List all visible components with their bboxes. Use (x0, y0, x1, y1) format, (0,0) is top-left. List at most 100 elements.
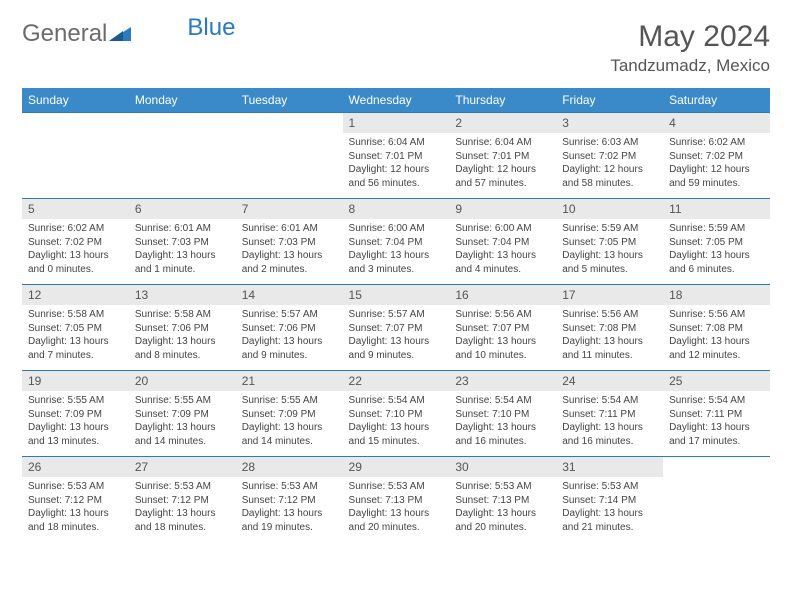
sunset-text: Sunset: 7:13 PM (349, 494, 444, 508)
col-sunday: Sunday (22, 88, 129, 113)
sunset-text: Sunset: 7:09 PM (242, 408, 337, 422)
col-wednesday: Wednesday (343, 88, 450, 113)
daylight-text-2: and 7 minutes. (28, 349, 123, 363)
sunrise-text: Sunrise: 6:04 AM (455, 136, 550, 150)
sunrise-text: Sunrise: 6:03 AM (562, 136, 657, 150)
day-number-cell: 12 (22, 285, 129, 306)
sunset-text: Sunset: 7:12 PM (28, 494, 123, 508)
daylight-text-2: and 2 minutes. (242, 263, 337, 277)
daylight-text-2: and 20 minutes. (455, 521, 550, 535)
sunset-text: Sunset: 7:13 PM (455, 494, 550, 508)
daylight-text-2: and 14 minutes. (242, 435, 337, 449)
daylight-text-1: Daylight: 13 hours (242, 249, 337, 263)
daylight-text-2: and 13 minutes. (28, 435, 123, 449)
sunset-text: Sunset: 7:03 PM (242, 236, 337, 250)
day-detail-cell (663, 477, 770, 542)
sunrise-text: Sunrise: 6:02 AM (28, 222, 123, 236)
day-detail-cell: Sunrise: 6:00 AMSunset: 7:04 PMDaylight:… (449, 219, 556, 285)
daylight-text-1: Daylight: 13 hours (28, 249, 123, 263)
sunrise-text: Sunrise: 5:56 AM (669, 308, 764, 322)
daylight-text-2: and 9 minutes. (242, 349, 337, 363)
sunset-text: Sunset: 7:12 PM (135, 494, 230, 508)
sunrise-text: Sunrise: 5:54 AM (349, 394, 444, 408)
day-number-cell (663, 457, 770, 478)
day-number-cell: 24 (556, 371, 663, 392)
daylight-text-2: and 9 minutes. (349, 349, 444, 363)
day-number-cell: 25 (663, 371, 770, 392)
day-detail-row: Sunrise: 6:04 AMSunset: 7:01 PMDaylight:… (22, 133, 770, 199)
daylight-text-2: and 6 minutes. (669, 263, 764, 277)
daylight-text-1: Daylight: 13 hours (455, 421, 550, 435)
sunset-text: Sunset: 7:05 PM (28, 322, 123, 336)
daylight-text-2: and 19 minutes. (242, 521, 337, 535)
sunset-text: Sunset: 7:10 PM (349, 408, 444, 422)
day-detail-row: Sunrise: 5:55 AMSunset: 7:09 PMDaylight:… (22, 391, 770, 457)
sunrise-text: Sunrise: 5:53 AM (242, 480, 337, 494)
sunset-text: Sunset: 7:09 PM (28, 408, 123, 422)
daylight-text-1: Daylight: 13 hours (562, 335, 657, 349)
sunrise-text: Sunrise: 5:57 AM (242, 308, 337, 322)
day-detail-cell: Sunrise: 5:58 AMSunset: 7:05 PMDaylight:… (22, 305, 129, 371)
day-detail-cell: Sunrise: 6:00 AMSunset: 7:04 PMDaylight:… (343, 219, 450, 285)
day-number-cell: 6 (129, 199, 236, 220)
day-number-cell: 8 (343, 199, 450, 220)
daylight-text-1: Daylight: 13 hours (669, 335, 764, 349)
day-number-cell (129, 113, 236, 134)
daylight-text-2: and 1 minute. (135, 263, 230, 277)
daylight-text-2: and 5 minutes. (562, 263, 657, 277)
day-number-cell: 31 (556, 457, 663, 478)
daylight-text-1: Daylight: 13 hours (28, 335, 123, 349)
daylight-text-1: Daylight: 13 hours (349, 507, 444, 521)
sunset-text: Sunset: 7:07 PM (349, 322, 444, 336)
daylight-text-1: Daylight: 13 hours (349, 249, 444, 263)
logo-text-2: Blue (187, 14, 235, 42)
daylight-text-1: Daylight: 13 hours (242, 421, 337, 435)
daylight-text-1: Daylight: 13 hours (562, 249, 657, 263)
day-detail-cell (22, 133, 129, 199)
col-tuesday: Tuesday (236, 88, 343, 113)
day-detail-cell: Sunrise: 5:53 AMSunset: 7:14 PMDaylight:… (556, 477, 663, 542)
sunrise-text: Sunrise: 5:58 AM (28, 308, 123, 322)
daylight-text-1: Daylight: 12 hours (669, 163, 764, 177)
daylight-text-1: Daylight: 12 hours (349, 163, 444, 177)
day-detail-cell: Sunrise: 5:58 AMSunset: 7:06 PMDaylight:… (129, 305, 236, 371)
day-detail-cell: Sunrise: 5:54 AMSunset: 7:11 PMDaylight:… (556, 391, 663, 457)
col-saturday: Saturday (663, 88, 770, 113)
day-detail-cell: Sunrise: 5:53 AMSunset: 7:13 PMDaylight:… (343, 477, 450, 542)
logo: General Blue (22, 20, 235, 48)
daylight-text-2: and 0 minutes. (28, 263, 123, 277)
sunset-text: Sunset: 7:10 PM (455, 408, 550, 422)
sunrise-text: Sunrise: 6:01 AM (135, 222, 230, 236)
day-number-row: 262728293031 (22, 457, 770, 478)
sunset-text: Sunset: 7:07 PM (455, 322, 550, 336)
sunrise-text: Sunrise: 5:56 AM (562, 308, 657, 322)
daylight-text-1: Daylight: 13 hours (349, 421, 444, 435)
sunset-text: Sunset: 7:01 PM (455, 150, 550, 164)
daylight-text-2: and 16 minutes. (455, 435, 550, 449)
day-detail-cell: Sunrise: 5:57 AMSunset: 7:06 PMDaylight:… (236, 305, 343, 371)
sunset-text: Sunset: 7:05 PM (669, 236, 764, 250)
daylight-text-2: and 14 minutes. (135, 435, 230, 449)
daylight-text-1: Daylight: 13 hours (562, 421, 657, 435)
sunset-text: Sunset: 7:09 PM (135, 408, 230, 422)
sunrise-text: Sunrise: 5:54 AM (669, 394, 764, 408)
day-detail-cell: Sunrise: 5:53 AMSunset: 7:12 PMDaylight:… (22, 477, 129, 542)
day-number-cell (22, 113, 129, 134)
daylight-text-2: and 58 minutes. (562, 177, 657, 191)
sunrise-text: Sunrise: 5:53 AM (28, 480, 123, 494)
daylight-text-1: Daylight: 13 hours (455, 249, 550, 263)
day-number-cell: 29 (343, 457, 450, 478)
col-thursday: Thursday (449, 88, 556, 113)
daylight-text-1: Daylight: 13 hours (562, 507, 657, 521)
daylight-text-1: Daylight: 13 hours (349, 335, 444, 349)
daylight-text-1: Daylight: 13 hours (135, 249, 230, 263)
day-detail-cell (236, 133, 343, 199)
daylight-text-1: Daylight: 12 hours (455, 163, 550, 177)
daylight-text-2: and 10 minutes. (455, 349, 550, 363)
sunrise-text: Sunrise: 5:58 AM (135, 308, 230, 322)
daylight-text-2: and 17 minutes. (669, 435, 764, 449)
weekday-header-row: Sunday Monday Tuesday Wednesday Thursday… (22, 88, 770, 113)
day-detail-cell: Sunrise: 5:59 AMSunset: 7:05 PMDaylight:… (663, 219, 770, 285)
daylight-text-2: and 11 minutes. (562, 349, 657, 363)
day-detail-cell: Sunrise: 5:55 AMSunset: 7:09 PMDaylight:… (129, 391, 236, 457)
